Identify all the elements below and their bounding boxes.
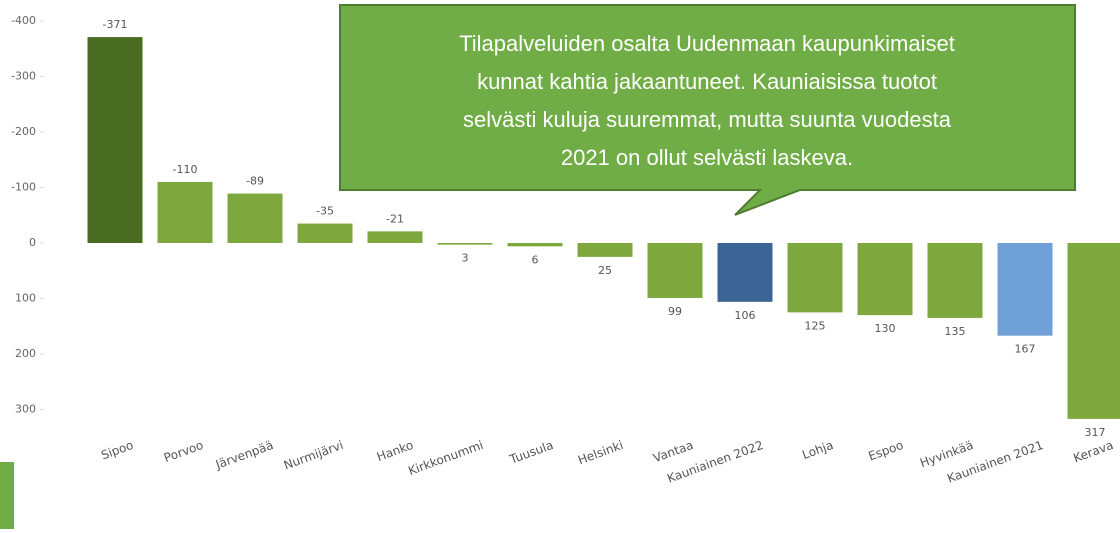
x-tick-label: Kirkkonummi [406,438,485,478]
x-tick-label: Helsinki [576,438,625,467]
annotation: 2021 on ollut selvästi laskeva. [561,145,853,170]
value-label: -371 [103,18,128,31]
value-label: 135 [945,325,966,338]
annotation: Tilapalveluiden osalta Uudenmaan kaupunk… [459,31,955,56]
value-label: 25 [598,264,612,277]
bar [368,231,423,243]
bar [438,243,493,245]
value-label: 99 [668,305,682,318]
x-tick-label: Nurmijärvi [282,438,345,472]
value-label: 167 [1015,343,1036,356]
x-tick-label: Järvenpää [213,438,275,472]
value-label: -21 [386,212,404,225]
value-label: -35 [316,205,334,218]
value-label: 3 [462,252,469,265]
bar [858,243,913,315]
bar [88,37,143,243]
y-tick-label: 100 [15,292,36,305]
value-label: -110 [173,163,198,176]
value-label: 106 [735,309,756,322]
x-tick-label: Vantaa [651,438,695,465]
x-tick-label: Tuusula [507,438,555,467]
annotation: kunnat kahtia jakaantuneet. Kauniaisissa… [477,69,937,94]
value-label: 317 [1085,426,1106,439]
bar [298,224,353,243]
value-label: 130 [875,322,896,335]
bar [928,243,983,318]
bar [1068,243,1120,419]
x-tick-label: Kerava [1072,438,1116,465]
value-label: 125 [805,319,826,332]
x-tick-label: Hanko [375,438,415,464]
value-label: -89 [246,175,264,188]
x-tick-label: Espoo [866,438,905,464]
x-tick-label: Sipoo [99,438,135,463]
y-tick-label: -400 [11,14,36,27]
bar [158,182,213,243]
bar [578,243,633,257]
y-tick-label: 0 [29,236,36,249]
x-tick-label: Lohja [800,438,835,462]
y-tick-label: -200 [11,125,36,138]
bar [788,243,843,312]
x-tick-label: Porvoo [162,438,205,465]
y-tick-label: -100 [11,181,36,194]
bar [228,194,283,243]
value-label: 6 [532,253,539,266]
y-tick-label: 300 [15,403,36,416]
bar [998,243,1053,336]
y-tick-label: 200 [15,347,36,360]
annotation: selvästi kuluja suuremmat, mutta suunta … [463,107,952,132]
bar [718,243,773,302]
y-tick-label: -300 [11,70,36,83]
decoration [0,462,14,529]
bar [508,243,563,246]
bar [648,243,703,298]
